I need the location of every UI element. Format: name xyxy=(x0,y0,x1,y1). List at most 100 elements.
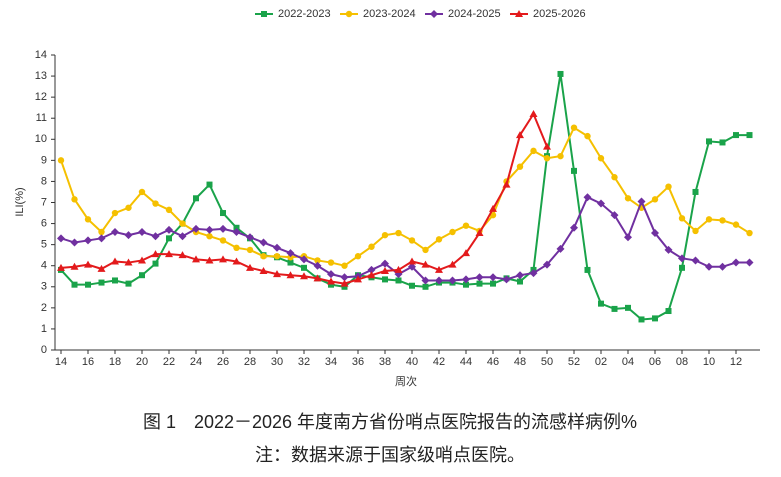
y-tick-label: 3 xyxy=(41,281,47,293)
data-point xyxy=(691,256,700,265)
x-tick-label: 08 xyxy=(676,356,688,368)
data-point xyxy=(489,273,497,282)
data-point xyxy=(692,227,699,235)
x-tick-label: 10 xyxy=(703,356,715,368)
x-tick-label: 48 xyxy=(514,356,526,368)
data-point xyxy=(543,155,551,162)
x-tick-label: 22 xyxy=(163,356,175,368)
y-tick-label: 4 xyxy=(41,260,47,272)
data-point xyxy=(138,256,146,264)
data-point xyxy=(233,224,240,231)
y-tick-label: 2 xyxy=(41,302,47,314)
data-point xyxy=(719,217,726,224)
data-point xyxy=(206,181,213,188)
data-point xyxy=(367,271,376,279)
legend-label: 2022-2023 xyxy=(278,8,331,20)
data-point xyxy=(502,275,511,284)
data-point xyxy=(381,266,389,274)
data-point xyxy=(354,253,362,260)
y-axis-label: ILI(%) xyxy=(14,187,26,216)
data-point xyxy=(192,255,200,263)
data-point xyxy=(529,269,538,278)
data-point xyxy=(260,253,267,260)
data-point xyxy=(625,304,631,311)
data-point xyxy=(205,256,214,264)
data-point xyxy=(193,195,199,202)
data-point xyxy=(530,147,537,155)
x-tick-label: 34 xyxy=(325,356,337,368)
data-point xyxy=(112,277,118,284)
data-point xyxy=(287,254,294,261)
data-point xyxy=(516,271,524,280)
legend-marker xyxy=(345,10,353,18)
data-point xyxy=(516,131,524,139)
data-point xyxy=(246,263,254,271)
data-point xyxy=(462,222,470,229)
data-point xyxy=(557,70,564,77)
data-point xyxy=(490,280,496,287)
data-point xyxy=(273,270,281,278)
data-point xyxy=(571,167,577,174)
data-point xyxy=(706,138,712,145)
data-point xyxy=(84,236,92,245)
data-point xyxy=(313,274,322,282)
data-point xyxy=(624,233,632,242)
data-point xyxy=(111,209,119,217)
data-point xyxy=(328,281,334,288)
data-point xyxy=(111,228,119,236)
y-tick-label: 9 xyxy=(41,154,47,166)
data-point xyxy=(395,229,402,237)
data-point xyxy=(206,233,213,240)
data-point xyxy=(179,220,186,227)
data-point xyxy=(746,132,753,139)
data-point xyxy=(422,283,429,290)
data-point xyxy=(151,250,160,258)
data-point xyxy=(178,251,187,259)
data-point xyxy=(543,142,551,150)
data-point xyxy=(125,204,132,211)
data-point xyxy=(111,257,119,265)
data-point xyxy=(476,280,483,287)
x-tick-label: 04 xyxy=(622,356,634,368)
data-point xyxy=(475,229,484,237)
data-point xyxy=(733,132,739,139)
data-point xyxy=(232,257,241,265)
data-point xyxy=(286,271,295,279)
data-point xyxy=(273,243,281,252)
data-point xyxy=(166,235,172,242)
x-tick-label: 42 xyxy=(433,356,445,368)
data-point xyxy=(327,277,335,285)
data-point xyxy=(664,245,673,254)
x-tick-label: 26 xyxy=(217,356,229,368)
x-tick-label: 14 xyxy=(55,356,67,368)
x-axis-label: 周次 xyxy=(395,374,417,388)
data-point xyxy=(165,206,173,214)
data-point xyxy=(435,276,443,285)
data-point xyxy=(448,276,457,285)
data-point xyxy=(638,316,645,323)
x-tick-label: 18 xyxy=(109,356,121,368)
data-point xyxy=(637,197,646,206)
data-point xyxy=(300,272,308,280)
data-point xyxy=(652,315,658,322)
x-tick-label: 24 xyxy=(190,356,202,368)
data-point xyxy=(408,262,416,271)
data-point xyxy=(421,276,430,285)
data-point xyxy=(678,254,686,263)
data-point xyxy=(435,265,443,273)
data-point xyxy=(408,257,416,265)
data-point xyxy=(138,188,146,196)
y-tick-label: 11 xyxy=(36,112,47,124)
data-point xyxy=(219,255,227,263)
data-point xyxy=(598,300,604,307)
data-point xyxy=(313,261,322,270)
data-point xyxy=(557,152,564,160)
data-point xyxy=(138,228,146,236)
data-point xyxy=(232,228,241,236)
data-point xyxy=(192,224,200,233)
data-point xyxy=(70,262,79,270)
data-point xyxy=(463,281,469,288)
data-point xyxy=(516,163,524,170)
x-tick-label: 38 xyxy=(379,356,391,368)
data-point xyxy=(543,260,551,269)
